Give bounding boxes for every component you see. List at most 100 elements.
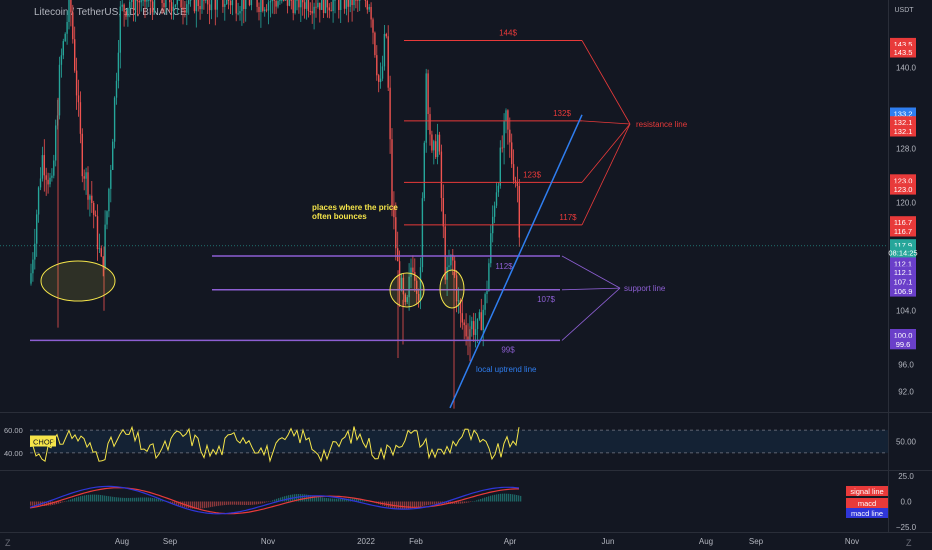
- candle-body: [222, 0, 224, 7]
- candle-body: [245, 0, 247, 9]
- support-pointer: [561, 287, 621, 291]
- macd-histogram-bar: [422, 501, 424, 506]
- price-tag-label: 132.1: [894, 127, 913, 136]
- candle-body: [315, 6, 317, 8]
- macd-histogram-bar: [144, 497, 146, 502]
- macd-histogram-bar: [208, 501, 210, 508]
- candle-body: [119, 6, 121, 53]
- price-tag-label: 143.5: [894, 40, 913, 49]
- macd-histogram-bar: [200, 501, 202, 509]
- macd-histogram-bar: [438, 501, 440, 504]
- macd-histogram-bar: [132, 497, 134, 502]
- macd-histogram-bar: [274, 499, 276, 502]
- macd-histogram-bar: [462, 501, 464, 504]
- macd-histogram-bar: [414, 501, 416, 508]
- timezone-badge-right[interactable]: Z: [906, 538, 912, 548]
- candle-body: [121, 4, 123, 7]
- macd-histogram-bar: [436, 501, 438, 504]
- macd-histogram-bar: [94, 494, 96, 502]
- candle-body: [433, 141, 435, 151]
- candle-body: [237, 13, 239, 15]
- candle-body: [516, 181, 519, 186]
- candle-body: [326, 0, 329, 8]
- currency-label: USDT: [894, 7, 914, 14]
- candle-body: [294, 0, 296, 14]
- candle-body: [79, 102, 82, 134]
- macd-histogram-bar: [84, 495, 86, 502]
- candle-body: [197, 0, 199, 6]
- price-tag: [890, 257, 916, 269]
- macd-histogram-bar: [62, 501, 64, 503]
- time-axis: Aug Sep Nov 2022 Feb Apr Jun Aug Sep Nov: [115, 537, 859, 546]
- candle-body: [39, 178, 42, 188]
- macd-histogram-bar: [434, 501, 436, 505]
- candle-body: [493, 205, 496, 217]
- candle-body: [518, 186, 520, 238]
- candle-body: [47, 179, 49, 185]
- candle-body: [509, 129, 511, 143]
- candle-body: [72, 12, 74, 40]
- candle-body: [123, 4, 125, 12]
- candle-body: [227, 0, 230, 1]
- price-tag-label: 132.1: [894, 118, 913, 127]
- candle-body: [241, 0, 243, 12]
- candle-body: [514, 180, 517, 182]
- candle-body: [313, 6, 315, 14]
- uptrend-annotation: local uptrend line: [476, 365, 537, 374]
- price-tag: [890, 246, 916, 259]
- candle-body: [224, 4, 226, 7]
- candle-body: [51, 175, 53, 178]
- price-tag-label: 99.6: [896, 340, 911, 349]
- price-tag-label: 08:14:25: [888, 249, 917, 258]
- macd-histogram-bar: [142, 497, 144, 502]
- price-tag: [890, 285, 916, 297]
- macd-histogram-bar: [250, 501, 252, 505]
- macd-histogram-bar: [302, 494, 304, 502]
- candle-body: [150, 0, 152, 2]
- macd-histogram-bar: [312, 495, 314, 502]
- macd-histogram-bar: [158, 499, 160, 502]
- macd-histogram-bar: [46, 501, 48, 506]
- candle-body: [307, 0, 310, 11]
- time-tick: Jun: [602, 537, 615, 546]
- candle-body: [203, 0, 205, 1]
- candle-body: [37, 187, 40, 215]
- resistance-label: 132$: [553, 109, 571, 118]
- macd-histogram-bar: [212, 501, 214, 507]
- candle-body: [317, 2, 319, 7]
- candle-body: [165, 0, 167, 8]
- resistance-pointer: [581, 123, 631, 183]
- price-tag-label: 123.0: [894, 185, 913, 194]
- candle-body: [347, 0, 349, 7]
- candle-body: [374, 32, 376, 56]
- price-tag-label: 117.9: [894, 241, 912, 250]
- macd-histogram-bar: [140, 497, 142, 502]
- macd-histogram-bar: [252, 501, 254, 505]
- macd-histogram-bar: [82, 495, 84, 502]
- candle-body: [452, 254, 454, 261]
- candle-body: [457, 300, 460, 302]
- candle-body: [490, 233, 492, 264]
- candle-body: [231, 0, 234, 6]
- candle-body: [269, 1, 272, 3]
- candle-body: [398, 261, 401, 291]
- candle-body: [305, 0, 308, 9]
- timezone-badge-left[interactable]: Z: [5, 538, 11, 548]
- candle-body: [406, 297, 408, 302]
- macd-histogram-bar: [74, 498, 76, 502]
- price-tag: [890, 216, 916, 228]
- macd-histogram-bar: [480, 499, 482, 502]
- macd-histogram-bar: [222, 501, 224, 506]
- candle-body: [461, 313, 463, 323]
- candle-body: [416, 280, 418, 294]
- candle-body: [330, 10, 332, 12]
- uptrend-line: [449, 114, 583, 409]
- candle-body: [372, 19, 374, 33]
- macd-tick: 0.0: [900, 498, 912, 507]
- macd-histogram-bar: [426, 501, 428, 506]
- macd-histogram-bar: [114, 497, 116, 502]
- macd-histogram-bar: [242, 501, 244, 505]
- candle-body: [414, 272, 416, 281]
- candle-body: [136, 0, 139, 2]
